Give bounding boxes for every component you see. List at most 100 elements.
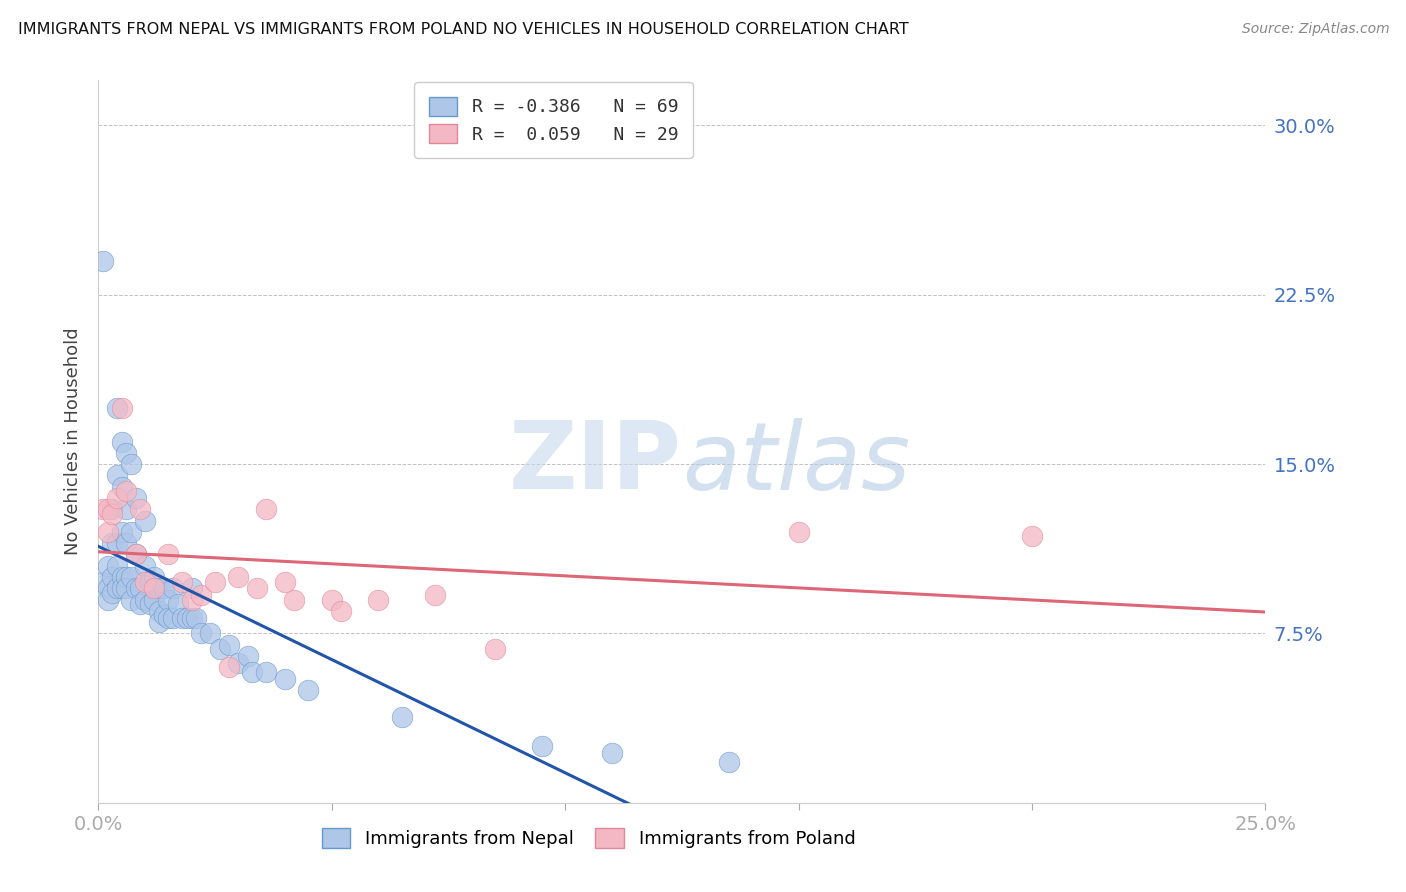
Point: [101, 507, 124, 521]
Point: [367, 592, 389, 607]
Point: [530, 739, 553, 754]
Point: [105, 491, 128, 505]
Point: [148, 604, 170, 618]
Point: [97, 558, 120, 573]
Point: [484, 642, 506, 657]
Point: [125, 491, 148, 505]
Point: [157, 610, 180, 624]
Point: [148, 615, 170, 630]
Point: [91, 253, 114, 268]
Point: [152, 608, 174, 623]
Point: [190, 588, 212, 602]
Point: [115, 502, 138, 516]
Text: atlas: atlas: [682, 417, 910, 508]
Point: [148, 582, 170, 596]
Point: [111, 570, 134, 584]
Point: [176, 610, 198, 624]
Point: [129, 582, 152, 596]
Point: [125, 548, 148, 562]
Point: [105, 401, 128, 415]
Point: [162, 610, 184, 624]
Point: [204, 574, 226, 589]
Point: [256, 502, 278, 516]
Text: IMMIGRANTS FROM NEPAL VS IMMIGRANTS FROM POLAND NO VEHICLES IN HOUSEHOLD CORRELA: IMMIGRANTS FROM NEPAL VS IMMIGRANTS FROM…: [18, 22, 910, 37]
Point: [139, 597, 162, 611]
Point: [218, 638, 240, 652]
Text: ZIP: ZIP: [509, 417, 682, 509]
Point: [172, 574, 194, 589]
Point: [101, 536, 124, 550]
Point: [157, 548, 180, 562]
Point: [180, 592, 202, 607]
Point: [236, 648, 259, 663]
Point: [105, 582, 128, 596]
Point: [162, 582, 184, 596]
Point: [111, 401, 134, 415]
Point: [101, 586, 124, 600]
Point: [97, 582, 120, 596]
Point: [120, 524, 142, 539]
Point: [321, 592, 343, 607]
Point: [111, 434, 134, 449]
Point: [172, 610, 194, 624]
Point: [242, 665, 264, 679]
Point: [91, 502, 114, 516]
Point: [218, 660, 240, 674]
Point: [787, 524, 810, 539]
Point: [190, 626, 212, 640]
Point: [115, 536, 138, 550]
Point: [129, 597, 152, 611]
Point: [600, 746, 623, 760]
Point: [330, 604, 353, 618]
Point: [1021, 529, 1043, 543]
Point: [97, 502, 120, 516]
Point: [111, 480, 134, 494]
Point: [120, 570, 142, 584]
Point: [200, 626, 222, 640]
Point: [228, 656, 250, 670]
Point: [143, 592, 166, 607]
Point: [180, 610, 202, 624]
Point: [105, 536, 128, 550]
Point: [134, 558, 156, 573]
Point: [256, 665, 278, 679]
Text: Source: ZipAtlas.com: Source: ZipAtlas.com: [1241, 22, 1389, 37]
Point: [157, 592, 180, 607]
Point: [134, 592, 156, 607]
Point: [129, 502, 152, 516]
Point: [101, 570, 124, 584]
Point: [274, 574, 297, 589]
Point: [208, 642, 231, 657]
Point: [97, 524, 120, 539]
Point: [139, 574, 162, 589]
Legend: Immigrants from Nepal, Immigrants from Poland: Immigrants from Nepal, Immigrants from P…: [315, 821, 863, 855]
Point: [120, 592, 142, 607]
Point: [125, 582, 148, 596]
Y-axis label: No Vehicles in Household: No Vehicles in Household: [65, 327, 83, 556]
Point: [166, 597, 188, 611]
Point: [297, 682, 319, 697]
Point: [274, 672, 297, 686]
Point: [115, 484, 138, 499]
Point: [115, 582, 138, 596]
Point: [101, 502, 124, 516]
Point: [143, 570, 166, 584]
Point: [283, 592, 305, 607]
Point: [115, 446, 138, 460]
Point: [717, 755, 740, 769]
Point: [134, 514, 156, 528]
Point: [120, 457, 142, 471]
Point: [111, 582, 134, 596]
Point: [125, 548, 148, 562]
Point: [105, 468, 128, 483]
Point: [423, 588, 446, 602]
Point: [246, 582, 269, 596]
Point: [134, 574, 156, 589]
Point: [391, 710, 413, 724]
Point: [91, 574, 114, 589]
Point: [152, 582, 174, 596]
Point: [115, 570, 138, 584]
Point: [97, 592, 120, 607]
Point: [111, 524, 134, 539]
Point: [143, 582, 166, 596]
